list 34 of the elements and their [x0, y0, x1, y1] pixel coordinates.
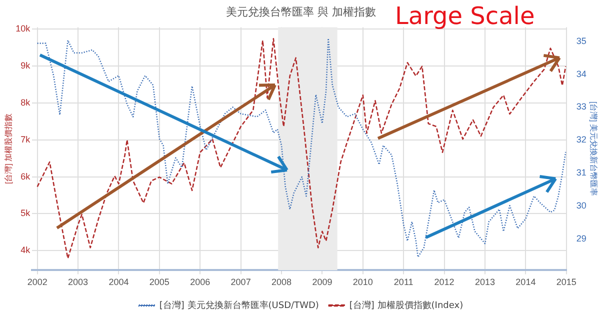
x-tick-label: 2008 — [271, 277, 292, 288]
x-tick-label: 2014 — [516, 277, 536, 288]
y-tick-label: 7k — [20, 134, 31, 144]
x-tick-label: 2003 — [68, 277, 88, 288]
y2-tick-label: 30 — [576, 200, 586, 210]
y-tick-label: 9k — [20, 60, 31, 70]
y-tick-label: 6k — [20, 171, 31, 182]
x-tick-label: 2013 — [474, 277, 496, 288]
y2-tick-label: 31 — [576, 168, 586, 178]
x-tick-label: 2002 — [27, 277, 48, 288]
y2-tick-label: 34 — [576, 68, 586, 79]
y-axis-title: [台灣] 加權股價指數 — [4, 113, 14, 184]
legend-label: [台灣] 美元兌換新台幣匯率(USD/TWD) — [159, 300, 319, 311]
x-tick-label: 2010 — [352, 277, 373, 288]
y-tick-label: 8k — [20, 97, 31, 108]
y2-axis-title: [台灣] 美元兌換新台幣匯率 — [588, 101, 598, 196]
x-tick-label: 2005 — [149, 277, 170, 288]
legend-label: [台灣] 加權股價指數(Index) — [349, 300, 464, 311]
annotation: Large Scale — [395, 2, 535, 30]
x-tick-label: 2009 — [312, 277, 332, 288]
chart-title: 美元兌換台幣匯率 與 加權指數 — [226, 5, 376, 18]
x-tick-label: 2006 — [190, 277, 210, 288]
y2-tick-label: 33 — [576, 102, 586, 112]
y2-tick-label: 35 — [576, 36, 586, 46]
y-tick-label: 5k — [20, 208, 31, 218]
y2-tick-label: 29 — [576, 233, 586, 244]
y2-tick-label: 32 — [576, 134, 586, 145]
y-tick-label: 10k — [16, 24, 31, 34]
x-tick-label: 2004 — [108, 277, 129, 288]
y-tick-label: 4k — [20, 245, 31, 256]
x-tick-label: 2007 — [230, 277, 251, 288]
x-tick-label: 2012 — [434, 277, 454, 288]
x-tick-label: 2011 — [394, 277, 414, 288]
x-tick-label: 2015 — [556, 277, 576, 288]
